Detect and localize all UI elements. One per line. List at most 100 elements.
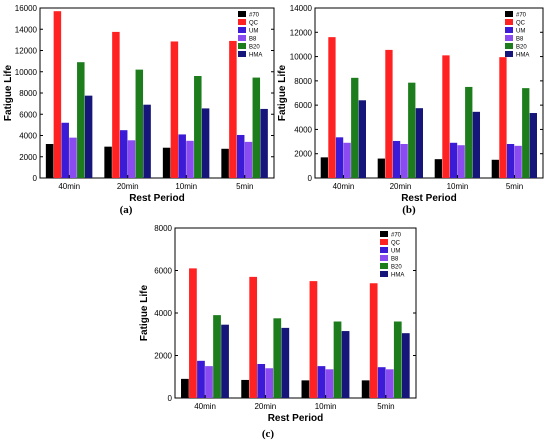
chart-panel-2: 0 2000 4000 6000 8000 10000 12000 14000 40min 20m…: [277, 4, 544, 216]
bar-n70-20min: [377, 158, 385, 178]
bar-n70-10min: [434, 159, 442, 178]
y-tick-label: 6000: [19, 110, 37, 119]
y-tick-label: 2000: [294, 150, 312, 159]
legend-label: QC: [249, 21, 259, 27]
bar-B8-20min: [400, 144, 408, 178]
bar-HMA-40min: [358, 100, 366, 178]
bar-B20-40min: [77, 62, 85, 178]
legend-label: HMA: [516, 53, 529, 59]
legend-swatch: [380, 231, 388, 237]
bar-B8-10min: [325, 369, 334, 398]
bar-B20-5min: [522, 88, 530, 178]
bar-HMA-40min: [221, 324, 229, 398]
bar-B8-40min: [69, 137, 77, 178]
bar-B20-5min: [393, 321, 402, 398]
bar-HMA-5min: [401, 333, 410, 398]
legend-swatch: [505, 43, 513, 49]
bar-UM-10min: [317, 366, 326, 398]
legend-label: QC: [516, 21, 526, 27]
bar-QC-40min: [189, 268, 197, 398]
legend-swatch: [238, 51, 246, 57]
bar-B8-20min: [265, 368, 274, 398]
legend-label: B20: [249, 45, 260, 51]
bar-B8-40min: [343, 142, 351, 178]
bar-HMA-20min: [415, 108, 423, 178]
legend-swatch: [505, 27, 513, 33]
legend-swatch: [238, 43, 246, 49]
y-axis-title: Fatigue Life: [277, 65, 288, 122]
legend-label: HMA: [391, 273, 404, 279]
legend-label: QC: [391, 241, 401, 247]
bar-n70-20min: [104, 146, 112, 178]
chart-panel-1: 0 2000 4000 6000 8000 10000 12000 14000 16000 40m…: [3, 4, 275, 216]
legend-swatch: [380, 255, 388, 261]
x-tick-label: 20min: [254, 402, 276, 411]
bar-QC-40min: [328, 37, 336, 179]
x-tick-label: 40min: [58, 182, 80, 191]
x-tick-label: 10min: [447, 182, 469, 191]
bar-QC-10min: [170, 41, 179, 178]
chart-panel-3: 0 2000 4000 6000 8000 40min 20min 10min 5min Rest…: [139, 224, 417, 440]
bar-UM-5min: [236, 134, 245, 178]
bar-B20-40min: [351, 77, 359, 178]
y-tick-label: 2000: [19, 153, 37, 162]
x-tick-label: 40min: [194, 402, 216, 411]
y-tick-label: 4000: [294, 125, 312, 134]
legend: #70 QC UM B8 B20 HMA: [505, 11, 529, 59]
bar-n70-10min: [162, 147, 171, 178]
legend-swatch: [380, 247, 388, 253]
bar-B20-5min: [252, 77, 261, 178]
legend-label: #70: [391, 233, 402, 239]
panel-label: (a): [120, 204, 133, 216]
y-axis-title: Fatigue Life: [3, 65, 14, 122]
legend-swatch: [380, 263, 388, 269]
bar-B8-5min: [385, 369, 394, 398]
bar-n70-5min: [221, 148, 229, 178]
bar-UM-5min: [377, 367, 386, 398]
legend-label: #70: [249, 13, 260, 19]
bar-n70-10min: [301, 380, 310, 398]
x-axis-title: Rest Period: [401, 193, 457, 204]
bar-UM-10min: [449, 142, 458, 178]
bar-n70-40min: [181, 378, 189, 398]
x-tick-label: 5min: [377, 402, 394, 411]
y-tick-label: 14000: [15, 25, 38, 34]
y-tick-label: 12000: [15, 47, 38, 56]
bar-QC-20min: [249, 276, 258, 398]
legend: #70 QC UM B8 B20 HMA: [238, 11, 262, 59]
bar-HMA-20min: [281, 327, 290, 398]
bar-UM-5min: [506, 144, 515, 178]
bar-B8-10min: [186, 140, 194, 178]
bar-UM-40min: [335, 137, 344, 178]
bar-HMA-5min: [529, 113, 537, 178]
y-tick-label: 4000: [154, 309, 172, 318]
panel-label: (b): [402, 204, 416, 216]
y-tick-label: 0: [168, 394, 173, 403]
legend-label: B8: [516, 37, 524, 43]
bar-B8-20min: [127, 140, 136, 178]
legend-label: B8: [391, 257, 399, 263]
x-tick-label: 20min: [117, 182, 139, 191]
x-axis-title: Rest Period: [129, 193, 185, 204]
bar-HMA-5min: [260, 108, 268, 178]
bar-QC-5min: [369, 283, 378, 398]
legend-label: B20: [391, 265, 402, 271]
bar-B20-40min: [213, 315, 221, 398]
y-tick-label: 6000: [154, 267, 172, 276]
bar-QC-20min: [112, 31, 120, 178]
y-tick-label: 8000: [154, 224, 172, 233]
y-tick-label: 6000: [294, 101, 312, 110]
legend-swatch: [238, 35, 246, 41]
legend: #70 QC UM B8 B20 HMA: [380, 231, 404, 279]
y-tick-label: 0: [33, 174, 38, 183]
y-tick-label: 8000: [294, 77, 312, 86]
bar-UM-40min: [197, 360, 205, 398]
bar-n70-20min: [241, 379, 250, 398]
bar-QC-20min: [385, 49, 393, 179]
bar-QC-5min: [229, 40, 237, 178]
bar-QC-10min: [442, 55, 450, 178]
y-tick-label: 8000: [19, 89, 37, 98]
y-tick-label: 4000: [19, 132, 37, 141]
bar-B20-20min: [135, 69, 144, 178]
